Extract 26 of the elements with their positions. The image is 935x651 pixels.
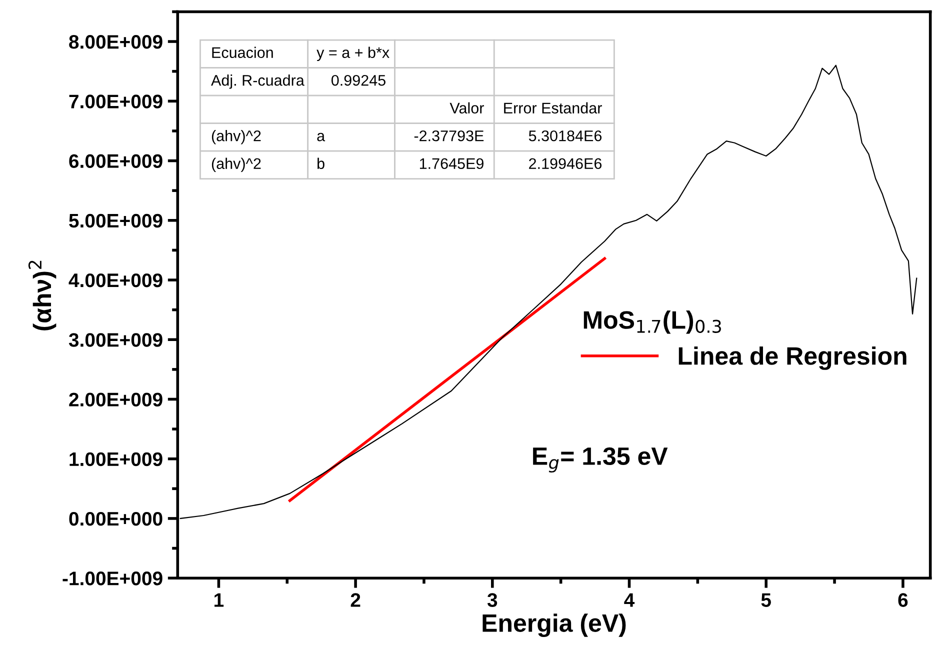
text: Adj. R-cuadra 0.99245 [211, 74, 386, 89]
x-tick-label: 6 [898, 593, 908, 607]
y-tick-label: -1.00E+009 [62, 572, 162, 586]
text: (ahv)^2 b 1.7645E9 2.19946E6 [212, 158, 602, 172]
x-tick-label: 1 [214, 593, 224, 607]
y-tick-label: 7.00E+009 [69, 94, 162, 108]
legend-label: Linea de Regresion [678, 346, 906, 370]
x-tick-label: 2 [350, 593, 360, 607]
text: Valor Error Estandar [450, 102, 602, 114]
y-tick-label: 2.00E+009 [69, 392, 162, 406]
x-tick-label: 5 [761, 593, 771, 607]
y-tick-label: 4.00E+009 [68, 273, 162, 288]
text: Ecuacion y = a + b*x [212, 46, 390, 62]
y-tick-label: 3.00E+009 [68, 333, 162, 347]
y-tick-label: 8.00E+009 [69, 34, 162, 49]
x-tick-label: 4 [624, 593, 635, 607]
x-tick-label: 3 [487, 593, 498, 607]
x-axis-title: Energia (eV) [482, 614, 626, 637]
text: (ahv)^2 a -2.37793E 5.30184E6 [212, 130, 602, 144]
y-tick-label: 0.00E+000 [69, 512, 162, 526]
legend-title: MoS$_{1.7}$(L)$_{0.3}$ [584, 310, 721, 334]
annotation: E$_{g}$= 1.35 eV [533, 447, 668, 473]
y-tick-label: 6.00E+009 [69, 154, 162, 168]
y-tick-label: 5.00E+009 [69, 214, 162, 228]
y-axis-title: (αhν)$^{2}$ [28, 260, 56, 330]
y-tick-label: 1.00E+009 [70, 452, 162, 466]
